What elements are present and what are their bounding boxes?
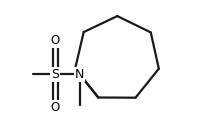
Text: N: N — [75, 68, 84, 81]
Text: O: O — [51, 101, 60, 114]
Text: S: S — [51, 68, 59, 81]
Text: O: O — [51, 34, 60, 47]
